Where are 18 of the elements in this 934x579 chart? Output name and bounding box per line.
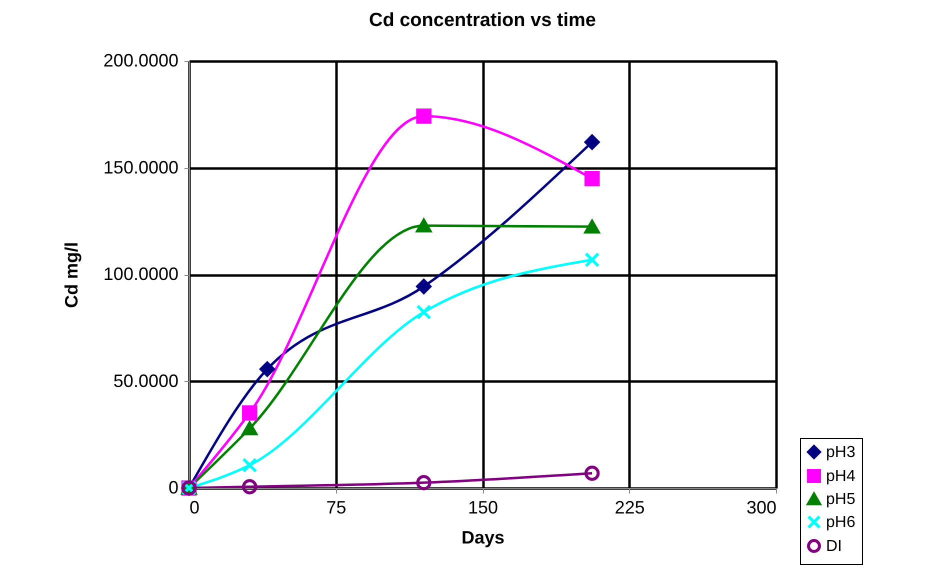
y-axis-title: Cd mg/l bbox=[61, 242, 82, 308]
y-tick-label: 100.0000 bbox=[103, 264, 178, 284]
legend-label: DI bbox=[826, 538, 842, 555]
x-tick-label: 225 bbox=[614, 498, 645, 518]
x-tick-label: 150 bbox=[468, 498, 498, 518]
y-tick-label: 50.0000 bbox=[113, 370, 178, 391]
x-tick-label: 0 bbox=[190, 498, 200, 518]
legend-label: pH4 bbox=[826, 468, 856, 485]
x-tick-label: 75 bbox=[326, 498, 346, 518]
y-tick-label: 150.0000 bbox=[103, 157, 178, 178]
y-tick-label: 0 bbox=[168, 478, 178, 498]
legend-label: pH5 bbox=[826, 491, 856, 508]
chart-title: Cd concentration vs time bbox=[369, 10, 596, 31]
y-tick-label: 200.0000 bbox=[103, 50, 178, 70]
x-tick-label: 300 bbox=[746, 498, 776, 518]
legend-label: pH3 bbox=[826, 444, 856, 461]
x-axis-title: Days bbox=[461, 528, 505, 548]
legend-label: pH6 bbox=[826, 514, 856, 531]
